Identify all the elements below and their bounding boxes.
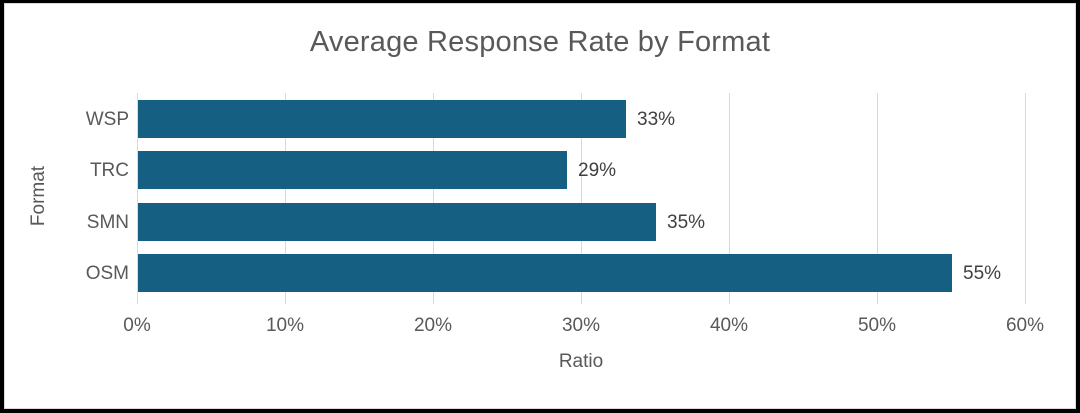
- bar-wsp: [138, 100, 626, 138]
- data-label-trc: 29%: [578, 160, 617, 181]
- tick-mark: [137, 299, 138, 304]
- chart-title: Average Response Rate by Format: [309, 26, 771, 58]
- x-tick-label: 40%: [709, 315, 749, 336]
- data-label-smn: 35%: [667, 212, 706, 233]
- bar-trc: [138, 151, 567, 189]
- tick-mark: [729, 299, 730, 304]
- x-tick-label: 60%: [1005, 315, 1045, 336]
- category-label-osm: OSM: [85, 263, 129, 284]
- bar-chart: Average Response Rate by Format Format 3…: [4, 3, 1076, 409]
- gridline: [137, 93, 138, 299]
- data-label-wsp: 33%: [637, 109, 676, 130]
- bar-smn: [138, 203, 656, 241]
- category-label-wsp: WSP: [85, 109, 129, 130]
- tick-mark: [581, 299, 582, 304]
- category-label-trc: TRC: [89, 160, 129, 181]
- gridline: [729, 93, 730, 299]
- tick-mark: [877, 299, 878, 304]
- category-label-smn: SMN: [86, 212, 129, 233]
- tick-mark: [285, 299, 286, 304]
- gridline: [433, 93, 434, 299]
- x-tick-label: 30%: [561, 315, 601, 336]
- x-tick-label: 0%: [123, 315, 151, 336]
- data-label-osm: 55%: [963, 263, 1002, 284]
- plot-area: 33% 29% 35% 55%: [137, 93, 1026, 299]
- tick-mark: [1025, 299, 1026, 304]
- gridline: [1025, 93, 1026, 299]
- gridline: [285, 93, 286, 299]
- x-tick-label: 50%: [857, 315, 897, 336]
- x-tick-label: 10%: [265, 315, 305, 336]
- x-tick-label: 20%: [413, 315, 453, 336]
- gridline: [877, 93, 878, 299]
- gridline: [581, 93, 582, 299]
- x-axis-title: Ratio: [558, 351, 604, 372]
- bar-osm: [138, 254, 952, 292]
- tick-mark: [433, 299, 434, 304]
